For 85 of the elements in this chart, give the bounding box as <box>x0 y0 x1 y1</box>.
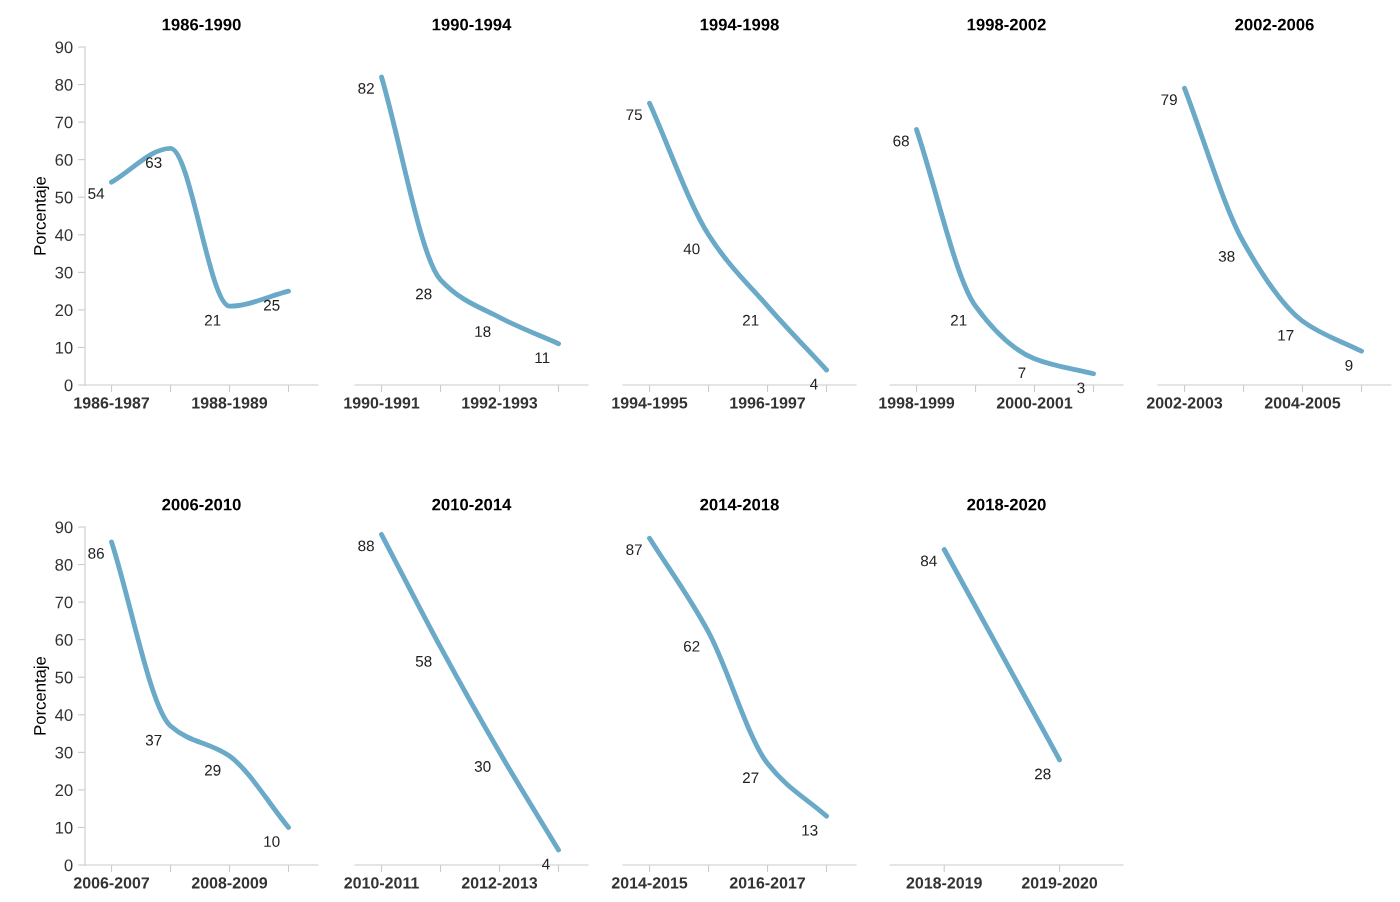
x-tick-label: 2018-2019 <box>906 877 982 889</box>
data-label: 68 <box>893 135 909 147</box>
data-label: 13 <box>802 824 818 836</box>
data-label: 7 <box>1018 367 1026 379</box>
y-tick-label: 40 <box>55 229 73 241</box>
x-tick-label: 2008-2009 <box>191 877 268 889</box>
data-label: 82 <box>358 83 374 94</box>
y-tick-label: 20 <box>55 304 73 317</box>
line-series <box>109 145 291 309</box>
line-series <box>109 539 291 830</box>
y-tick-label: 10 <box>55 341 73 354</box>
data-label: 17 <box>1278 330 1294 341</box>
data-label: 9 <box>1345 359 1353 371</box>
data-label: 30 <box>474 761 491 772</box>
chart-title: 2002-2006 <box>1235 18 1314 31</box>
data-label: 54 <box>88 188 105 199</box>
y-tick-label: 90 <box>55 521 73 534</box>
x-tick-label: 2010-2011 <box>344 877 419 889</box>
y-tick-label: 50 <box>55 191 73 204</box>
y-tick-label: 30 <box>55 746 73 759</box>
x-tick-label: 1996-1997 <box>730 397 806 409</box>
x-tick-label: 2006-2007 <box>73 877 150 889</box>
data-label: 28 <box>415 288 432 300</box>
chart-title: 1986-1990 <box>162 18 241 31</box>
y-tick-label: 0 <box>64 859 73 872</box>
data-label: 79 <box>1161 94 1177 106</box>
data-label: 84 <box>920 555 937 567</box>
chart-title: 2014-2018 <box>700 498 779 511</box>
y-tick-label: 70 <box>55 596 73 609</box>
data-label: 37 <box>145 734 162 746</box>
x-tick-label: 1986-1987 <box>74 397 150 409</box>
data-label: 25 <box>263 299 280 311</box>
y-tick-label: 10 <box>55 821 73 834</box>
data-label: 21 <box>950 314 967 326</box>
data-label: 88 <box>358 540 374 552</box>
y-axis-title: Porcentaje <box>33 176 50 255</box>
y-tick-label: 0 <box>64 379 73 392</box>
y-tick-label: 90 <box>55 41 73 54</box>
x-tick-label: 2019-2020 <box>1021 877 1098 889</box>
data-label: 86 <box>88 547 104 559</box>
data-label: 21 <box>742 314 759 326</box>
x-tick-label: 1990-1991 <box>344 397 420 409</box>
data-label: 4 <box>542 858 550 870</box>
x-tick-label: 2014-2015 <box>611 877 688 889</box>
y-tick-label: 60 <box>55 634 73 646</box>
y-tick-label: 50 <box>55 671 73 684</box>
x-tick-label: 2012-2013 <box>461 877 538 889</box>
y-tick-label: 20 <box>55 784 73 797</box>
data-label: 87 <box>626 544 642 556</box>
x-tick-label: 2004-2005 <box>1264 397 1341 409</box>
data-label: 21 <box>204 314 221 326</box>
x-tick-label: 1988-1989 <box>192 397 268 409</box>
x-tick-label: 1994-1995 <box>612 397 688 409</box>
data-label: 4 <box>810 378 818 390</box>
data-label: 62 <box>683 640 700 652</box>
x-tick-label: 2002-2003 <box>1146 397 1223 409</box>
x-tick-label: 2016-2017 <box>729 877 806 889</box>
data-label: 3 <box>1077 382 1085 394</box>
data-label: 27 <box>742 772 759 783</box>
data-label: 18 <box>475 326 491 337</box>
data-label: 28 <box>1035 768 1051 780</box>
y-tick-label: 60 <box>55 154 73 166</box>
chart-title: 2006-2010 <box>162 498 241 511</box>
y-tick-label: 70 <box>55 116 73 129</box>
chart-title: 1990-1994 <box>432 18 512 31</box>
y-tick-label: 40 <box>55 709 73 721</box>
chart-title: 2010-2014 <box>432 498 512 511</box>
x-tick-label: 2000-2001 <box>996 397 1073 409</box>
chart-title: 2018-2020 <box>967 498 1046 511</box>
chart-title: 1998-2002 <box>967 18 1046 31</box>
data-label: 29 <box>204 764 221 776</box>
data-label: 40 <box>683 243 700 255</box>
data-label: 63 <box>145 157 162 168</box>
x-tick-label: 1992-1993 <box>462 397 538 409</box>
data-label: 58 <box>415 655 432 667</box>
data-label: 10 <box>264 836 280 847</box>
y-axis-title: Porcentaje <box>33 656 50 735</box>
y-tick-label: 80 <box>55 78 73 91</box>
y-tick-label: 80 <box>55 558 73 571</box>
x-tick-label: 1998-1999 <box>879 397 955 409</box>
y-tick-label: 30 <box>55 266 73 279</box>
data-label: 11 <box>535 352 550 364</box>
data-label: 75 <box>626 109 642 121</box>
data-label: 38 <box>1218 251 1235 262</box>
chart-title: 1994-1998 <box>700 18 779 31</box>
